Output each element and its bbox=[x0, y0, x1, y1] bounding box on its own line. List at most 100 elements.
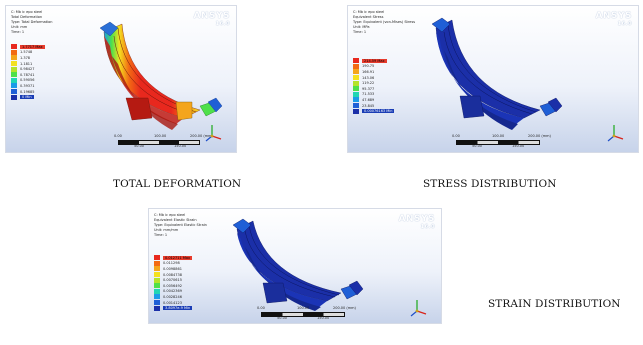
legend-entry: 0.59056 bbox=[11, 77, 45, 84]
legend-color-swatch bbox=[11, 49, 17, 55]
legend-entry: 0.0028246 bbox=[154, 294, 192, 300]
header-line: Time: 1 bbox=[154, 233, 168, 237]
figure-stress-distribution: C: Mb ic epo steel Equivalent Stress Typ… bbox=[347, 5, 639, 153]
legend-color-swatch bbox=[11, 89, 17, 95]
legend-color-swatch bbox=[11, 55, 17, 61]
scale-tick-label: 200.00 (mm) bbox=[528, 134, 551, 138]
legend-value-label: 0 Min bbox=[20, 95, 34, 100]
legend-entry: 0.19685 bbox=[11, 89, 45, 95]
scale-tick-label: 50.00 bbox=[134, 144, 145, 148]
leaf-spring-model bbox=[232, 218, 364, 311]
scale-tick-label: 150.00 bbox=[512, 144, 525, 148]
caption-strain-distribution: STRAIN DISTRIBUTION bbox=[488, 298, 621, 310]
legend-entry: 214.59 Max bbox=[353, 58, 394, 64]
legend-color-swatch bbox=[353, 97, 359, 103]
legend-entry: 119.22 bbox=[353, 80, 394, 86]
legend-color-swatch bbox=[154, 266, 160, 272]
legend-value-label: 119.22 bbox=[362, 81, 375, 86]
legend-color-swatch bbox=[11, 83, 17, 89]
header-line: Time: 1 bbox=[11, 30, 25, 34]
legend-entry: 0.0056492 bbox=[154, 283, 192, 289]
legend-entry: 1.5748 bbox=[11, 49, 45, 56]
legend-entry: 0.0042369 bbox=[154, 288, 192, 295]
legend-color-swatch bbox=[353, 69, 359, 75]
header-line: Equivalent Stress bbox=[353, 15, 384, 19]
color-legend: 1.7717 Max 1.5748 1.378 1.1811 0.98427 0.7874… bbox=[11, 44, 45, 100]
legend-value-label: 0.011298 bbox=[163, 261, 180, 266]
header-line: Time: 1 bbox=[353, 30, 367, 34]
ansys-logo: ANSYS 16.0 bbox=[193, 11, 230, 28]
figure-strain-distribution: C: Mb ic epo steel Equivalent Elastic St… bbox=[148, 208, 442, 324]
scale-tick-label: 100.00 bbox=[492, 134, 505, 138]
legend-value-label: 71.533 bbox=[362, 92, 375, 97]
header-line: Unit: mm/mm bbox=[154, 228, 179, 232]
legend-entry: 166.91 bbox=[353, 69, 394, 75]
legend-entry: 1.7717 Max bbox=[11, 44, 45, 50]
legend-color-swatch bbox=[154, 294, 160, 300]
legend-value-label: 95.377 bbox=[362, 86, 375, 91]
legend-value-label: 190.75 bbox=[362, 64, 375, 69]
scale-tick-label: 0.00 bbox=[257, 306, 265, 310]
legend-color-swatch bbox=[11, 66, 17, 72]
legend-entry: 0.39371 bbox=[11, 83, 45, 89]
coordinate-triad-icon bbox=[607, 125, 624, 142]
result-header: C: Mb ic epo steel Total Deformation Typ… bbox=[11, 10, 52, 35]
caption-stress-distribution: STRESS DISTRIBUTION bbox=[423, 178, 557, 190]
legend-entry: 1.1811 bbox=[11, 61, 45, 67]
scale-tick-label: 0.00 bbox=[114, 134, 122, 138]
legend-color-swatch bbox=[353, 63, 359, 69]
legend-entry: 0.00076163 Min bbox=[353, 108, 395, 114]
caption-total-deformation: TOTAL DEFORMATION bbox=[113, 178, 242, 190]
legend-value-label: 0.0042369 bbox=[163, 289, 182, 294]
legend-value-label: 0.98427 bbox=[20, 67, 35, 72]
legend-entry: 23.845 bbox=[353, 103, 394, 109]
scale-tick-label: 150.00 bbox=[317, 316, 330, 320]
header-line: Type: Equivalent (von-Mises) Stress bbox=[353, 20, 416, 24]
legend-color-swatch bbox=[154, 288, 160, 294]
color-legend: 214.59 Max 190.75 166.91 143.06 119.22 95.377… bbox=[353, 58, 395, 114]
coordinate-triad-icon bbox=[205, 125, 222, 142]
legend-entry: 47.689 bbox=[353, 97, 394, 103]
legend-color-swatch bbox=[154, 300, 160, 306]
legend-entry: 0.011298 bbox=[154, 260, 192, 267]
legend-entry: 71.533 bbox=[353, 91, 394, 98]
legend-color-swatch bbox=[353, 86, 359, 92]
legend-color-swatch bbox=[154, 255, 160, 261]
legend-entry: 0.012711 Max bbox=[154, 255, 193, 261]
legend-color-swatch bbox=[154, 283, 160, 289]
result-header: C: Mb ic epo steel Equivalent Stress Typ… bbox=[353, 10, 415, 35]
scale-tick-label: 200.00 (mm) bbox=[190, 134, 213, 138]
legend-color-swatch bbox=[154, 260, 160, 266]
legend-value-label: 47.689 bbox=[362, 97, 375, 102]
legend-color-swatch bbox=[353, 58, 359, 64]
leaf-spring-model bbox=[431, 17, 563, 130]
header-line: C: Mb ic epo steel bbox=[11, 10, 43, 14]
header-line: Unit: MPa bbox=[353, 25, 370, 29]
legend-value-label: 0.78741 bbox=[20, 72, 35, 77]
legend-color-swatch bbox=[353, 80, 359, 86]
legend-value-label: 3.8097e-9 Min bbox=[163, 306, 193, 311]
legend-color-swatch bbox=[353, 75, 359, 81]
legend-value-label: 1.5748 bbox=[20, 50, 33, 55]
legend-entry: 3.8097e-9 Min bbox=[154, 305, 193, 311]
ansys-logo: ANSYS 16.0 bbox=[398, 214, 435, 231]
legend-color-swatch bbox=[353, 91, 359, 97]
legend-color-swatch bbox=[11, 61, 17, 67]
legend-entry: 143.06 bbox=[353, 75, 394, 81]
legend-value-label: 0.0098861 bbox=[163, 266, 182, 271]
legend-entry: 1.378 bbox=[11, 55, 45, 61]
leaf-spring-model bbox=[99, 21, 223, 130]
scale-tick-label: 100.00 bbox=[297, 306, 310, 310]
legend-value-label: 1.7717 Max bbox=[20, 44, 45, 49]
legend-color-swatch bbox=[11, 77, 17, 83]
legend-value-label: 1.1811 bbox=[20, 61, 33, 66]
header-line: C: Mb ic epo steel bbox=[353, 10, 385, 14]
color-legend: 0.012711 Max 0.011298 0.0098861 0.0084738 0.… bbox=[154, 255, 193, 311]
scale-tick-label: 50.00 bbox=[472, 144, 483, 148]
length-scale-bar: 0.00 100.00 200.00 (mm) 50.00 150.00 bbox=[257, 306, 356, 320]
legend-value-label: 0.0056492 bbox=[163, 283, 182, 288]
legend-value-label: 1.378 bbox=[20, 55, 31, 60]
header-line: Equivalent Elastic Strain bbox=[154, 218, 197, 222]
legend-value-label: 143.06 bbox=[362, 75, 375, 80]
legend-color-swatch bbox=[353, 103, 359, 109]
